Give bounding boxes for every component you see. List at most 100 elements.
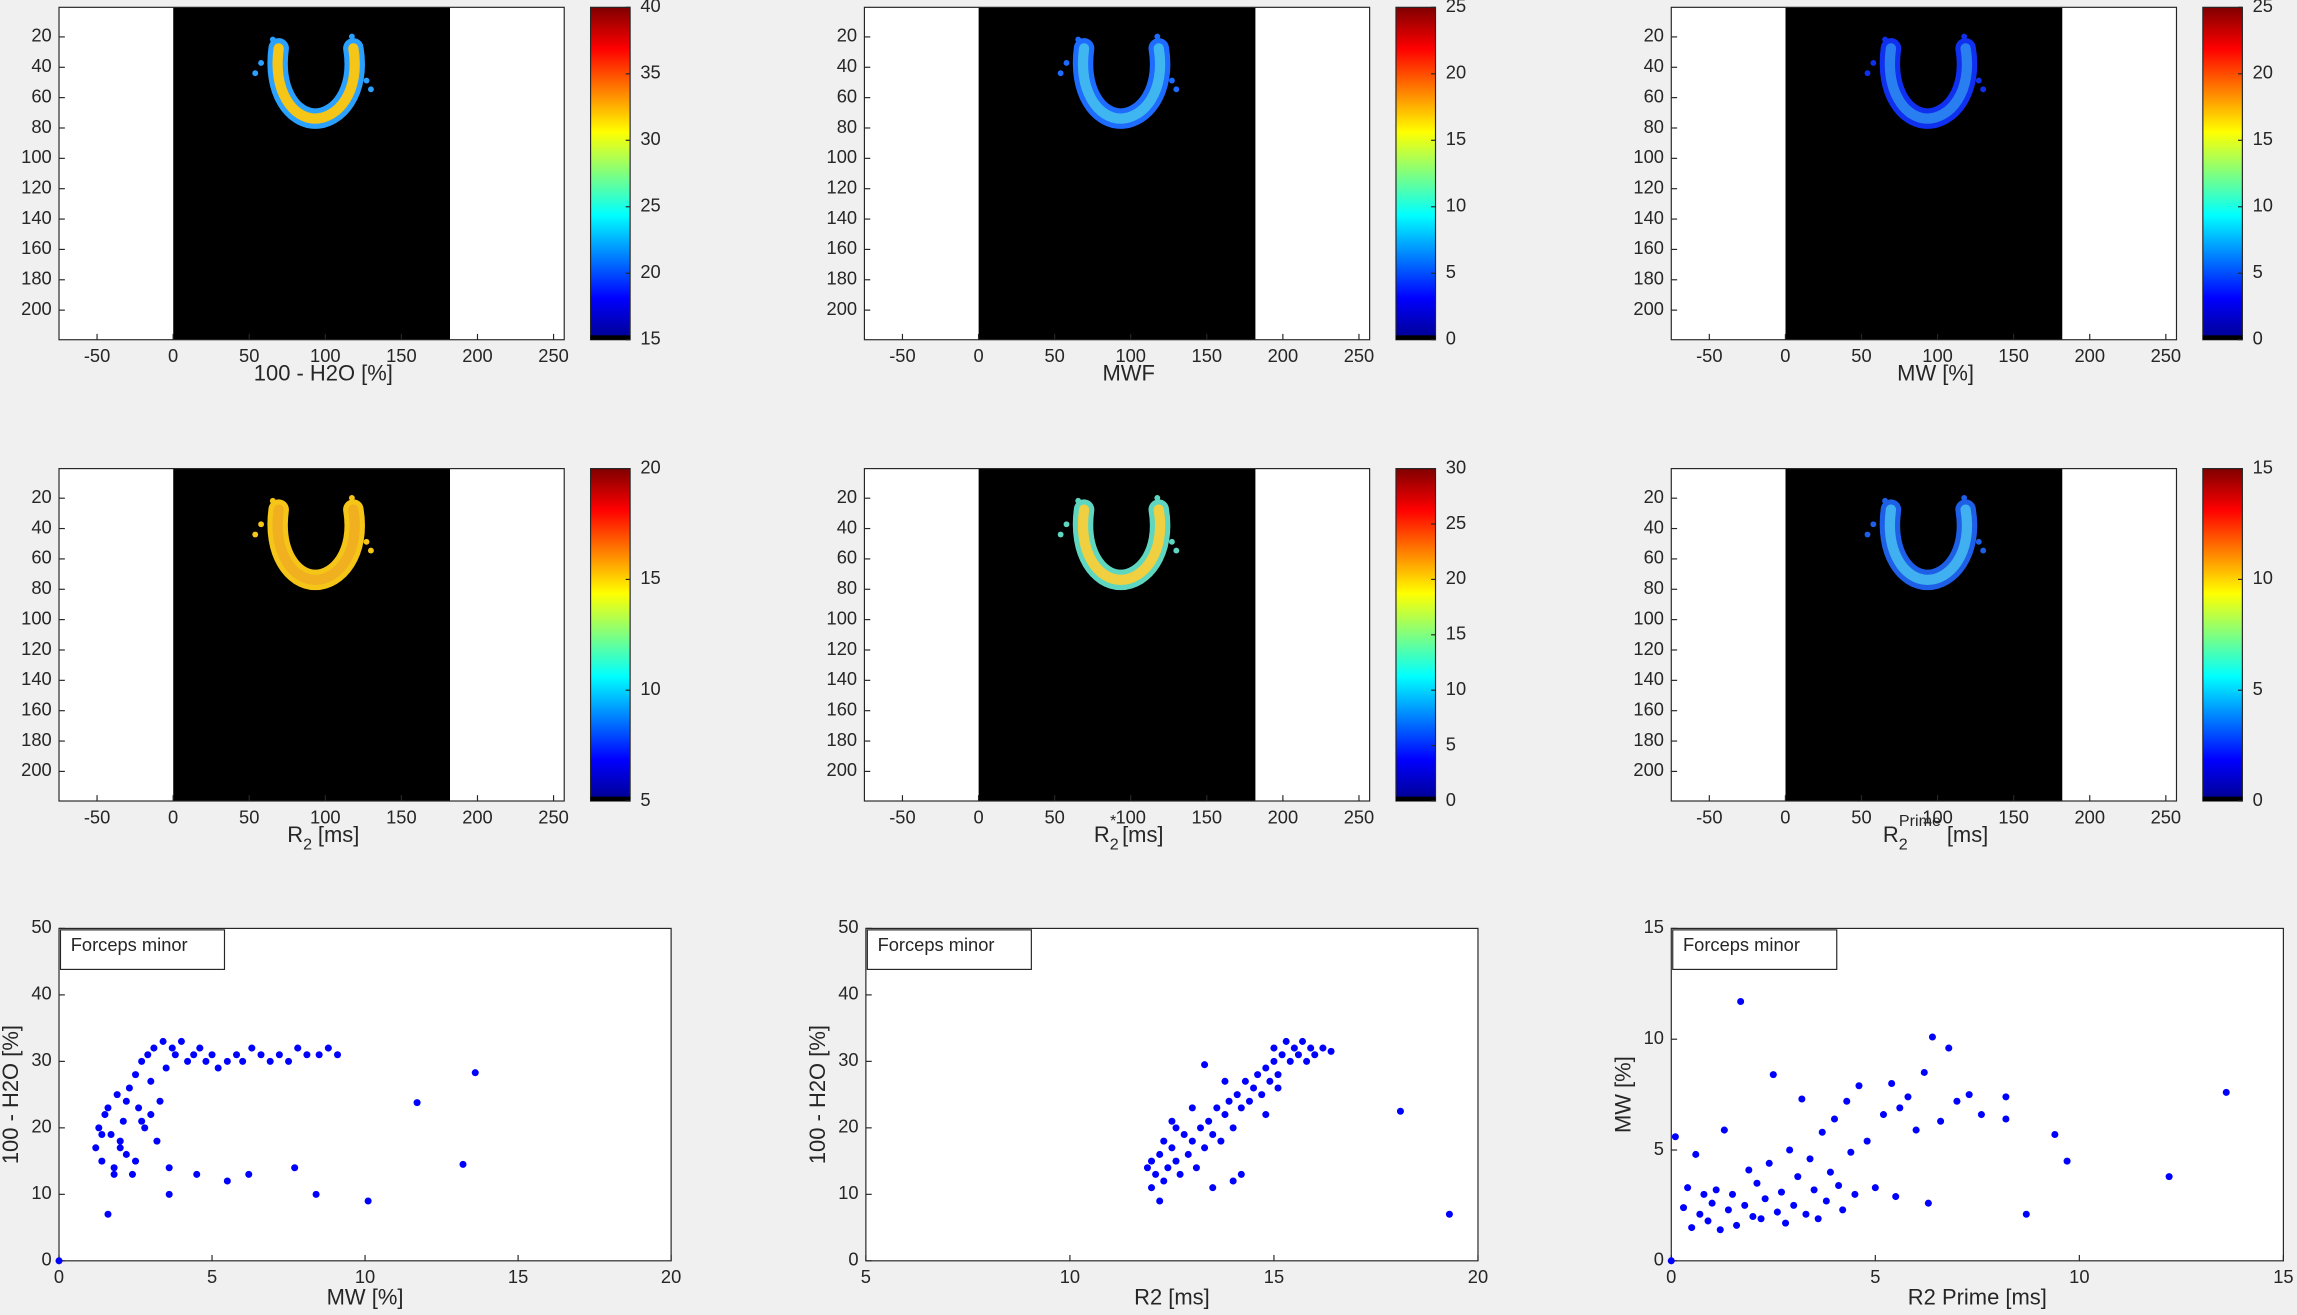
x-tick-label: 200 [2074, 345, 2105, 366]
tissue-speck [1961, 494, 1968, 501]
y-tick-label: 120 [21, 638, 52, 659]
point [364, 1197, 372, 1205]
point [1977, 1111, 1985, 1119]
axes-background [1671, 928, 2284, 1261]
x-tick-label: 100 [1922, 345, 1953, 366]
point [1221, 1111, 1229, 1119]
y-tick-label: 200 [1633, 298, 1664, 319]
legend-entry: Forceps minor [1683, 934, 1800, 955]
tissue-speck [1882, 497, 1889, 504]
tissue-map [252, 494, 374, 591]
y-tick-label: 0 [1654, 1249, 1664, 1270]
colorbar-tick-label: 5 [2253, 261, 2263, 282]
point [122, 1097, 130, 1105]
point [1720, 1126, 1728, 1134]
colorbar-tick-label: 0 [2253, 328, 2263, 349]
point [294, 1044, 302, 1052]
x-tick-label: 0 [1780, 806, 1790, 827]
colorbar-tick-label: 15 [1446, 623, 1466, 644]
x-tick-label: 50 [239, 806, 259, 827]
point [1241, 1077, 1249, 1085]
tissue-speck [252, 531, 259, 538]
point [1152, 1170, 1160, 1178]
x-tick-label: 15 [2273, 1266, 2293, 1287]
y-tick-label: 160 [827, 237, 858, 258]
y-tick-label: 20 [31, 486, 51, 507]
point [119, 1117, 127, 1125]
colorbar-tick-label: 0 [2253, 789, 2263, 810]
x-tick-label: 10 [355, 1266, 375, 1287]
point [2222, 1088, 2230, 1096]
point [1156, 1197, 1164, 1205]
tissue-speck [1063, 60, 1070, 66]
point [223, 1177, 231, 1185]
point [1728, 1190, 1737, 1198]
x-tick-label: 150 [386, 806, 417, 827]
tissue-speck [1975, 538, 1982, 545]
y-tick-label: 120 [1633, 177, 1664, 198]
point [1221, 1077, 1229, 1085]
colorbar-tick-label: 40 [640, 0, 660, 16]
axes-background [865, 928, 1478, 1261]
point [239, 1057, 247, 1065]
y-tick-label: 80 [31, 577, 51, 598]
point [1188, 1137, 1196, 1145]
point [165, 1164, 173, 1172]
point [1290, 1044, 1298, 1052]
colorbar-tick-label: 20 [1446, 62, 1466, 83]
point [138, 1117, 146, 1125]
point [101, 1111, 109, 1119]
point [1839, 1206, 1847, 1214]
point [1209, 1184, 1217, 1192]
y-tick-label: 40 [31, 55, 51, 76]
tissue-inner [1077, 504, 1166, 586]
point [303, 1051, 311, 1059]
y-tick-label: 60 [31, 85, 51, 106]
tissue-speck [1057, 531, 1064, 538]
colorbar-tick-label: 10 [2253, 567, 2273, 588]
y-tick-label: 20 [837, 25, 857, 46]
axis-label: R2 [ms] [1134, 1285, 1210, 1310]
y-tick-label: 40 [31, 516, 51, 537]
axis-label: R2 [ms] [287, 822, 359, 853]
legend-entry: Forceps minor [71, 934, 188, 955]
point [1164, 1164, 1172, 1172]
point [471, 1069, 479, 1077]
y-tick-label: 140 [827, 207, 858, 228]
x-tick-label: 50 [1851, 345, 1871, 366]
point [2063, 1157, 2071, 1165]
point [1201, 1144, 1209, 1152]
axes-background [59, 928, 672, 1261]
point [1282, 1037, 1290, 1045]
y-tick-label: 180 [21, 729, 52, 750]
y-tick-label: 80 [1644, 116, 1664, 137]
point [315, 1051, 323, 1059]
tissue-speck [367, 86, 374, 93]
colorbar-tick-label: 10 [640, 678, 660, 699]
tissue-map [1057, 33, 1180, 129]
point [95, 1124, 103, 1132]
point [193, 1170, 201, 1178]
point [1160, 1137, 1168, 1145]
colorbar [2202, 468, 2243, 802]
colorbar-tick-label: 5 [1446, 733, 1456, 754]
tissue-speck [1870, 60, 1877, 66]
x-tick-label: 150 [1998, 345, 2029, 366]
point [1286, 1057, 1294, 1065]
point [147, 1111, 155, 1119]
x-tick-label: 5 [1870, 1266, 1880, 1287]
point [1262, 1064, 1270, 1072]
point [1294, 1051, 1302, 1059]
tissue-map [1057, 494, 1180, 591]
tissue-speck [1063, 521, 1070, 528]
x-tick-label: 200 [462, 806, 493, 827]
point [110, 1164, 118, 1172]
colorbar-floor [1395, 335, 1436, 340]
point [98, 1130, 106, 1139]
point [266, 1057, 274, 1065]
y-tick-label: 80 [837, 116, 857, 137]
point [1229, 1124, 1237, 1132]
y-tick-label: 10 [1644, 1027, 1664, 1048]
point [1184, 1150, 1192, 1158]
